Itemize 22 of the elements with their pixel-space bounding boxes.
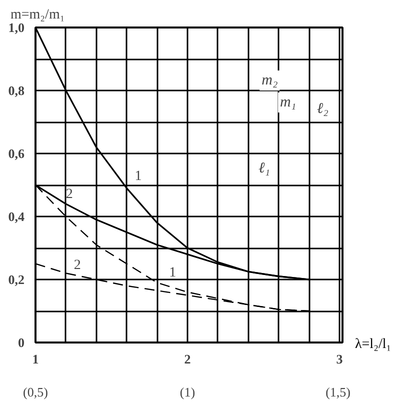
x-axis-title: λ=l₂/l₁ bbox=[355, 336, 392, 354]
y-tick-label: 0,4 bbox=[8, 209, 25, 224]
annotation: ℓ₂ bbox=[316, 100, 328, 117]
y-tick-label: 0,8 bbox=[8, 83, 25, 98]
annotation: m₁ bbox=[280, 94, 296, 111]
y-axis-title: m=m₂/m₁ bbox=[10, 8, 65, 22]
series-label: 1 bbox=[134, 169, 142, 184]
series-label: 1 bbox=[169, 266, 176, 281]
annotation: ℓ₁ bbox=[258, 160, 270, 177]
x2-tick-label: (0,5) bbox=[23, 384, 48, 400]
y-tick-label: 0,2 bbox=[8, 272, 24, 287]
y-tick-label: 0,6 bbox=[8, 146, 25, 161]
x-tick-label: 1 bbox=[32, 352, 39, 366]
x-tick-label: 2 bbox=[184, 352, 191, 366]
y-tick-label: 1,0 bbox=[8, 20, 24, 35]
x-tick-label: 3 bbox=[336, 352, 344, 366]
series-label: 2 bbox=[74, 258, 81, 274]
x2-tick-label: (1,5) bbox=[326, 384, 351, 400]
series-label: 2 bbox=[66, 186, 73, 202]
y-tick-label: 0 bbox=[18, 335, 24, 350]
annotation: m₂ bbox=[262, 72, 278, 88]
x2-tick-label: (1) bbox=[180, 384, 196, 400]
